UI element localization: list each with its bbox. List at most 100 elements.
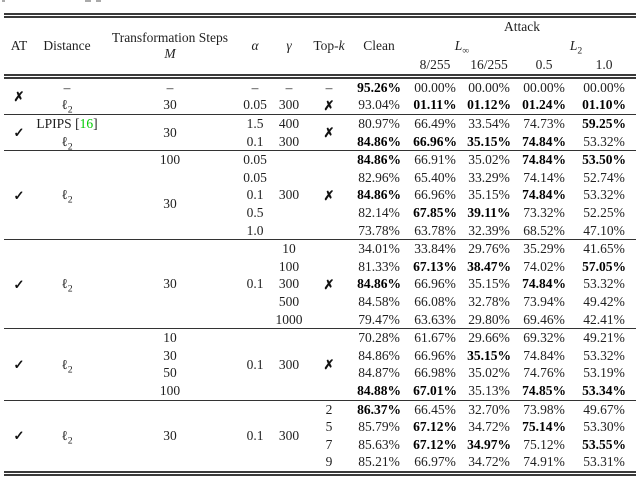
linf-16-value: 34.72% (468, 419, 510, 435)
linf-16-value: 35.15% (467, 347, 511, 363)
l2-10-value: 01.10% (582, 97, 626, 113)
distance-cell: ℓ2 (61, 97, 73, 117)
block-alpha-sweep: ✓ ℓ2 100 0.05 300 ✗ 84.86% 66.91% 35.02%… (4, 150, 636, 240)
linf-16-value: 38.47% (467, 258, 511, 274)
topk-cell: 9 (325, 454, 333, 470)
clean-value: 85.21% (358, 454, 400, 470)
l2-10-value: 53.32% (583, 347, 625, 363)
topk-cell: – (325, 79, 333, 95)
ablation-results-table: AT Distance Transformation Steps M α γ T… (4, 13, 636, 477)
clean-value: 84.86% (357, 187, 401, 203)
linf-8-value: 01.11% (413, 97, 457, 113)
alpha-cell: 0.05 (243, 169, 267, 185)
clean-value: 82.96% (358, 169, 400, 185)
l2-05-value: 68.52% (523, 222, 565, 238)
gamma-cell: 400 (278, 116, 300, 132)
at-cell: ✓ (13, 356, 25, 372)
linf-16-value: 00.00% (468, 79, 510, 95)
block-topk-sweep: ✓ ℓ2 30 0.1 300 2 86.37% 66.45% 32.70% 7… (4, 400, 636, 473)
linf-16-value: 32.78% (468, 293, 510, 309)
l2-05-value: 74.84% (522, 152, 566, 168)
topk-cell: ✗ (323, 356, 335, 372)
clean-value: 84.86% (357, 133, 401, 149)
linf-8-value: 61.67% (414, 330, 456, 346)
cropped-caption-fragment (2, 0, 5, 2)
linf-8-value: 67.85% (413, 204, 457, 220)
table-row: 100 81.33% 67.13% 38.47% 74.02% 57.05% (4, 258, 636, 276)
linf-8-value: 66.49% (414, 116, 456, 132)
topk-cell: ✗ (323, 187, 335, 203)
distance-cell: – (63, 79, 71, 95)
clean-value: 84.58% (358, 293, 400, 309)
l2-10-value: 47.10% (583, 222, 625, 238)
alpha-cell: 0.1 (246, 187, 264, 203)
l2-05-value: 35.29% (523, 241, 565, 257)
gamma-cell: 300 (278, 97, 300, 113)
clean-value: 84.86% (358, 347, 400, 363)
l2-05-value: 74.76% (523, 365, 565, 381)
m-cell: 30 (163, 276, 177, 292)
l2-10-value: 53.32% (583, 276, 625, 292)
table-row: ✓ ℓ2 30 0.1 300 2 86.37% 66.45% 32.70% 7… (4, 400, 636, 446)
clean-value: 70.28% (358, 330, 400, 346)
table-row: ℓ2 0.1 300 84.86% 66.96% 35.15% 74.84% 5… (4, 133, 636, 152)
linf-8-value: 33.84% (414, 241, 456, 257)
block-lpips-vs-l2: ✓ LPIPS [16] 30 1.5 400 ✗ 80.97% 66.49% … (4, 114, 636, 152)
alpha-cell: 0.1 (246, 427, 264, 443)
linf-8-value: 67.13% (413, 258, 457, 274)
at-cell: ✓ (13, 428, 25, 444)
linf-8-value: 67.01% (413, 382, 457, 398)
gamma-cell: 100 (278, 258, 300, 274)
linf-16-value: 01.12% (467, 97, 511, 113)
l2-10-value: 53.30% (583, 419, 625, 435)
distance-cell: ℓ2 (61, 356, 73, 376)
l2-10-value: 52.74% (583, 169, 625, 185)
l2-10-value: 49.67% (583, 401, 625, 417)
linf-8-value: 65.40% (414, 169, 456, 185)
l2-05-value: 74.14% (523, 169, 565, 185)
cropped-caption-fragment (96, 0, 101, 2)
linf-16-value: 29.80% (468, 311, 510, 327)
linf-8-value: 66.96% (414, 347, 456, 363)
linf-8-value: 66.98% (414, 365, 456, 381)
m-cell: 100 (159, 152, 181, 168)
linf-8-value: 66.45% (414, 401, 456, 417)
l2-05-value: 73.98% (523, 401, 565, 417)
gamma-cell: 10 (282, 241, 296, 257)
clean-value: 84.86% (357, 152, 401, 168)
l2-10-value: 42.41% (583, 311, 625, 327)
l2-05-value: 73.94% (523, 293, 565, 309)
table-row: ✗ – – – – – 95.26% 00.00% 00.00% 00.00% … (4, 77, 636, 104)
linf-8-value: 63.78% (414, 222, 456, 238)
table-row: ✓ ℓ2 100 0.05 300 ✗ 84.86% 66.91% 35.02%… (4, 151, 636, 205)
linf-8-value: 66.96% (414, 276, 456, 292)
citation-16-link[interactable]: 16 (79, 116, 94, 132)
l2-10-value: 59.25% (582, 116, 626, 132)
distance-cell: LPIPS [16] (36, 116, 98, 132)
linf-16-value: 33.29% (468, 169, 510, 185)
clean-value: 73.78% (358, 222, 400, 238)
clean-value: 84.86% (357, 276, 401, 292)
m-cell: 10 (163, 330, 177, 346)
l2-05-value: 69.46% (523, 311, 565, 327)
linf-8-value: 00.00% (414, 79, 456, 95)
alpha-cell: 0.1 (246, 356, 264, 372)
distance-cell: ℓ2 (61, 187, 73, 207)
table-row: 7 85.63% 67.12% 34.97% 75.12% 53.55% (4, 436, 636, 454)
m-cell: 50 (163, 365, 177, 381)
clean-value: 80.97% (358, 116, 400, 132)
l2-10-value: 57.05% (582, 258, 626, 274)
results-table-container: AT Distance Transformation Steps M α γ T… (4, 13, 636, 477)
l2-10-value: 53.50% (582, 152, 626, 168)
clean-value: 85.79% (358, 419, 400, 435)
linf-16-value: 32.39% (468, 222, 510, 238)
linf-16-value: 35.15% (468, 276, 510, 292)
l2-05-value: 01.24% (522, 97, 566, 113)
linf-8-value: 66.91% (414, 152, 456, 168)
linf-8-value: 63.63% (414, 311, 456, 327)
clean-value: 84.87% (358, 365, 400, 381)
table-row: 100 84.88% 67.01% 35.13% 74.85% 53.34% (4, 382, 636, 400)
l2-10-value: 00.00% (583, 79, 625, 95)
at-cell: ✓ (13, 125, 25, 141)
distance-cell: ℓ2 (61, 427, 73, 447)
